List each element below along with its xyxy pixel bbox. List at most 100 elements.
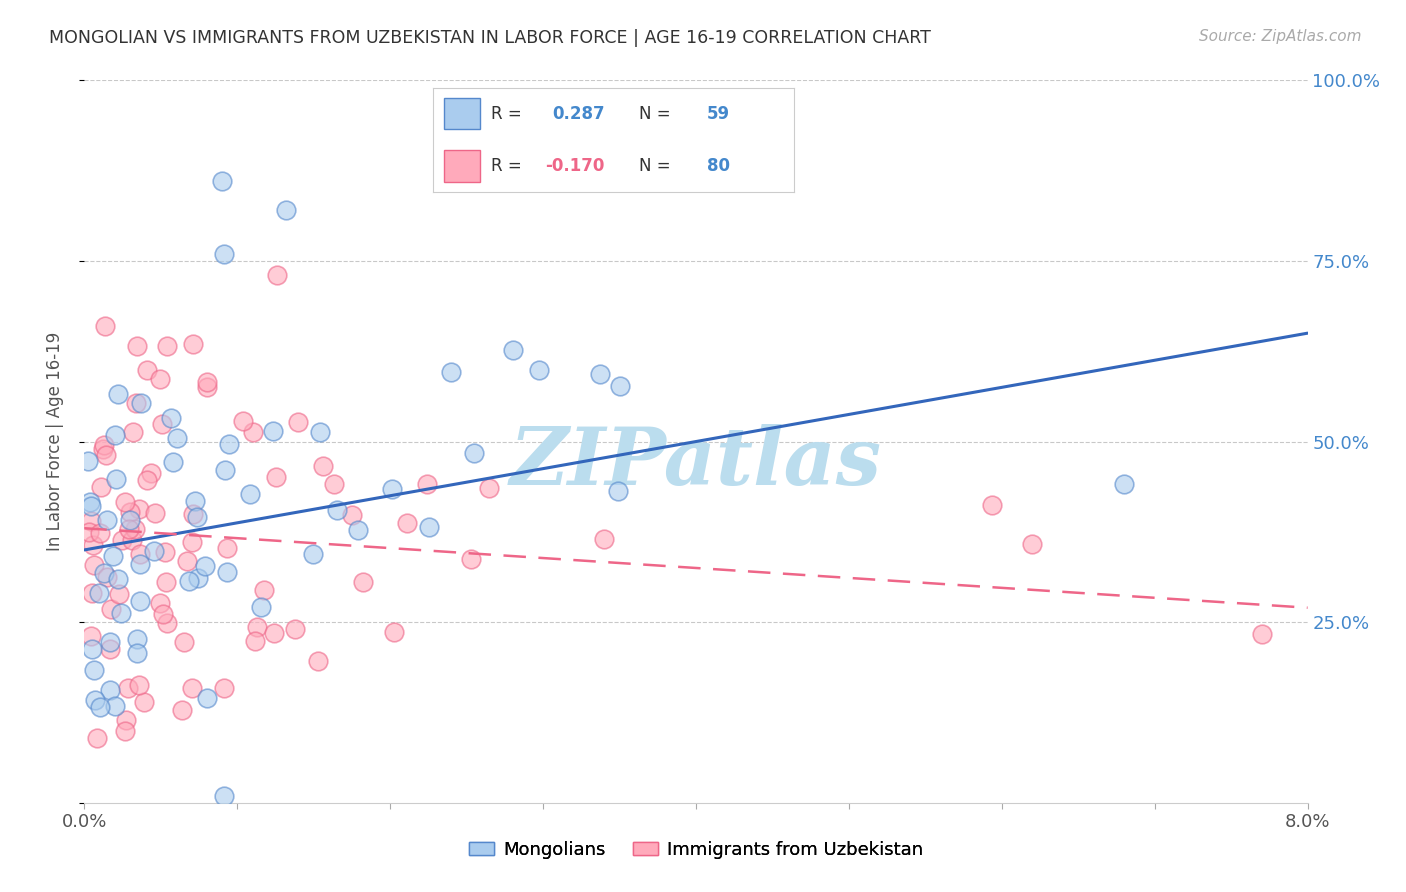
Point xyxy=(143,506,166,520)
Point xyxy=(80,630,103,644)
Point xyxy=(160,410,183,425)
Point xyxy=(80,642,103,657)
Point xyxy=(94,318,117,333)
Point xyxy=(416,477,439,491)
Point xyxy=(150,417,173,432)
Point xyxy=(311,458,333,473)
Point xyxy=(152,607,174,622)
Point xyxy=(149,372,172,386)
Point xyxy=(249,599,271,614)
Point xyxy=(170,703,193,717)
Point xyxy=(83,558,105,573)
Point xyxy=(232,414,254,428)
Legend: Mongolians, Immigrants from Uzbekistan: Mongolians, Immigrants from Uzbekistan xyxy=(468,841,924,859)
Point xyxy=(478,481,501,495)
Point xyxy=(136,473,159,487)
Point xyxy=(342,508,364,523)
Point xyxy=(215,541,238,556)
Point xyxy=(181,507,204,521)
Point xyxy=(114,724,136,739)
Point xyxy=(134,695,156,709)
Point xyxy=(194,559,217,574)
Text: Source: ZipAtlas.com: Source: ZipAtlas.com xyxy=(1198,29,1361,45)
Point xyxy=(104,473,127,487)
Point xyxy=(117,681,139,695)
Point xyxy=(155,575,177,590)
Point xyxy=(264,470,287,484)
Point xyxy=(79,494,101,508)
Point xyxy=(98,634,121,648)
Point xyxy=(242,425,264,439)
Point xyxy=(82,538,104,552)
Point xyxy=(607,484,630,499)
Text: MONGOLIAN VS IMMIGRANTS FROM UZBEKISTAN IN LABOR FORCE | AGE 16-19 CORRELATION C: MONGOLIAN VS IMMIGRANTS FROM UZBEKISTAN … xyxy=(49,29,931,47)
Point xyxy=(980,498,1002,512)
Point xyxy=(98,641,121,656)
Point xyxy=(502,343,524,357)
Point xyxy=(129,593,152,607)
Point xyxy=(195,379,218,393)
Point xyxy=(121,533,143,548)
Point xyxy=(127,647,149,661)
Point xyxy=(346,523,368,537)
Point xyxy=(308,425,330,440)
Point xyxy=(463,446,485,460)
Point xyxy=(118,523,141,537)
Point xyxy=(195,691,218,706)
Point xyxy=(80,500,103,514)
Point xyxy=(135,363,157,377)
Point xyxy=(274,203,297,218)
Point xyxy=(162,455,184,469)
Point xyxy=(217,565,239,579)
Point xyxy=(218,436,240,450)
Point xyxy=(120,513,142,527)
Point xyxy=(609,379,631,393)
Point xyxy=(89,700,111,714)
Y-axis label: In Labor Force | Age 16-19: In Labor Force | Age 16-19 xyxy=(45,332,63,551)
Point xyxy=(287,415,309,429)
Point xyxy=(94,448,117,462)
Text: ZIPatlas: ZIPatlas xyxy=(510,425,882,502)
Point xyxy=(166,431,188,445)
Point xyxy=(212,246,235,260)
Point xyxy=(131,395,153,409)
Point xyxy=(156,339,179,353)
Point xyxy=(284,622,307,636)
Point xyxy=(93,438,115,452)
Point xyxy=(76,454,98,468)
Point xyxy=(143,543,166,558)
Point xyxy=(211,174,233,188)
Point xyxy=(110,606,132,620)
Point xyxy=(418,520,440,534)
Point xyxy=(125,396,148,410)
Point xyxy=(243,634,266,648)
Point xyxy=(186,510,208,524)
Point xyxy=(149,596,172,610)
Point xyxy=(98,683,121,698)
Point xyxy=(239,487,262,501)
Point xyxy=(107,572,129,586)
Point xyxy=(382,625,405,640)
Point xyxy=(80,514,103,528)
Point xyxy=(592,532,614,546)
Point xyxy=(246,620,269,634)
Point xyxy=(307,654,329,668)
Point xyxy=(96,570,118,584)
Point xyxy=(128,501,150,516)
Point xyxy=(440,366,463,380)
Point xyxy=(301,547,323,561)
Point xyxy=(184,494,207,508)
Point xyxy=(101,549,124,563)
Point xyxy=(176,554,198,568)
Point xyxy=(100,601,122,615)
Point xyxy=(352,574,374,589)
Point xyxy=(173,635,195,649)
Point xyxy=(104,428,127,442)
Point xyxy=(104,698,127,713)
Point xyxy=(589,367,612,381)
Point xyxy=(180,681,202,695)
Point xyxy=(156,615,179,630)
Point xyxy=(527,362,550,376)
Point xyxy=(90,480,112,494)
Point xyxy=(127,339,149,353)
